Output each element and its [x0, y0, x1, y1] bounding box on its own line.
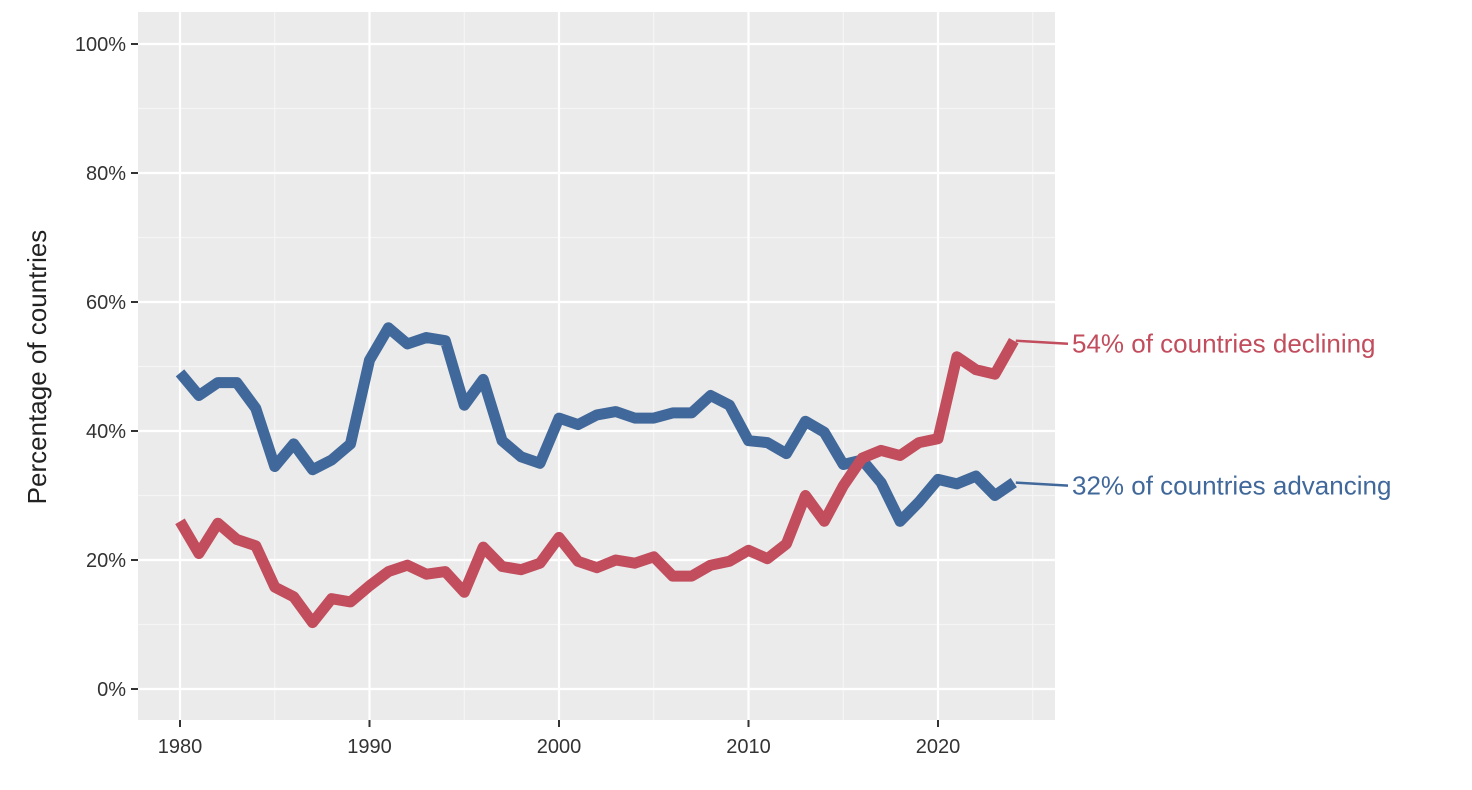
y-tick-labels: 0% 20% 40% 60% 80% 100% — [75, 34, 126, 701]
series-lines — [175, 322, 1019, 629]
x-tick-label: 2020 — [916, 736, 961, 758]
annotation-label-declining: 54% of countries declining — [1072, 329, 1376, 359]
y-tick-label: 20% — [86, 550, 126, 572]
y-axis-title: Percentage of countries — [22, 230, 52, 505]
minor-gridlines — [138, 12, 1055, 720]
annotation-leader-declining — [1015, 339, 1069, 345]
y-tick-label: 80% — [86, 163, 126, 185]
x-tick-label: 2000 — [537, 736, 582, 758]
major-gridlines — [138, 12, 1055, 720]
annotation-label-advancing: 32% of countries advancing — [1072, 471, 1391, 501]
x-tick-label: 1990 — [347, 736, 392, 758]
series-line-declining — [175, 337, 1019, 629]
y-tick-label: 100% — [75, 34, 126, 56]
axis-ticks — [131, 43, 939, 727]
series-line-advancing — [175, 322, 1017, 527]
x-tick-label: 2010 — [726, 736, 771, 758]
x-tick-label: 1980 — [158, 736, 203, 758]
x-tick-labels: 1980 1990 2000 2010 2020 — [158, 736, 961, 758]
y-tick-label: 60% — [86, 292, 126, 314]
y-tick-label: 0% — [97, 679, 126, 701]
annotation-leader-advancing — [1015, 481, 1069, 487]
y-tick-label: 40% — [86, 421, 126, 443]
annotations: 54% of countries declining 32% of countri… — [1015, 329, 1391, 501]
